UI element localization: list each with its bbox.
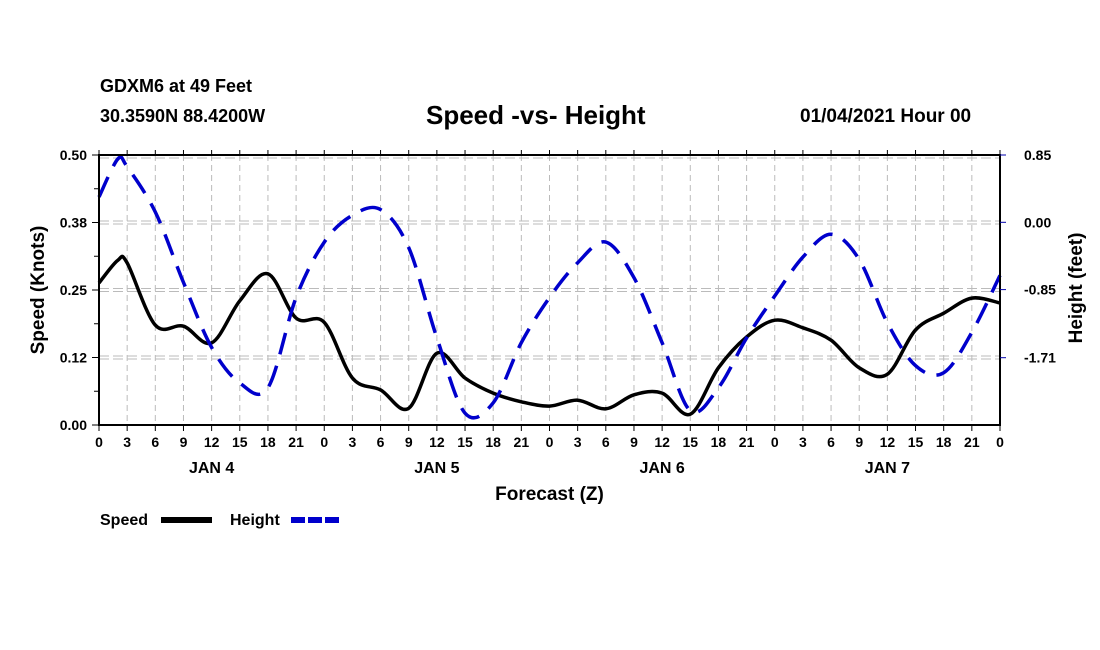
x-tick-label: 0	[546, 434, 554, 450]
x-tick-label: 3	[574, 434, 582, 450]
legend-height-label: Height	[230, 512, 280, 529]
series-line-height	[97, 155, 1002, 420]
y2-tick-label: -0.85	[1024, 282, 1056, 298]
x-tick-label: 3	[349, 434, 357, 450]
x-tick-label: 6	[602, 434, 610, 450]
x-tick-label: 12	[880, 434, 896, 450]
x-tick-label: 9	[855, 434, 863, 450]
y-tick-label: 0.50	[60, 147, 87, 163]
x-tick-label: 15	[232, 434, 248, 450]
x-tick-label: 18	[936, 434, 952, 450]
station-label: GDXM6 at 49 Feet	[100, 76, 253, 96]
x-tick-label: 15	[682, 434, 698, 450]
day-label: JAN 5	[414, 460, 459, 477]
x-tick-label: 18	[485, 434, 501, 450]
day-label: JAN 7	[865, 460, 910, 477]
grid-lines	[99, 155, 1000, 425]
x-tick-label: 6	[151, 434, 159, 450]
legend: Speed Height	[100, 512, 342, 529]
y-tick-label: 0.38	[60, 215, 87, 231]
y-tick-label: 0.12	[60, 350, 87, 366]
x-tick-label: 0	[320, 434, 328, 450]
x-axis-title: Forecast (Z)	[495, 484, 604, 505]
y-axis-right: 0.85 0.00 -0.85 -1.71	[1000, 147, 1056, 366]
forecast-date: 01/04/2021 Hour 00	[800, 106, 972, 127]
x-tick-label: 12	[654, 434, 670, 450]
x-axis: 0 3 6 9 12 15 18 21 0 3 6 9 12 15 18 21 0 3 6 9 12 15 18 21 0 3 6 9…	[95, 150, 1004, 477]
x-tick-label: 15	[457, 434, 473, 450]
y-axis-left: 0.00 0.12 0.25 0.38 0.50	[60, 147, 99, 433]
y-tick-label: 0.00	[60, 417, 87, 433]
series-line-speed	[97, 254, 1001, 417]
y-axis-title: Speed (Knots)	[28, 226, 49, 355]
x-tick-label: 0	[95, 434, 103, 450]
x-tick-label: 3	[799, 434, 807, 450]
x-tick-label: 0	[771, 434, 779, 450]
x-tick-label: 12	[429, 434, 445, 450]
x-tick-label: 21	[288, 434, 304, 450]
x-tick-label: 6	[827, 434, 835, 450]
x-tick-label: 21	[964, 434, 980, 450]
legend-speed-label: Speed	[100, 512, 148, 529]
y2-axis-title: Height (feet)	[1066, 233, 1087, 344]
y2-tick-label: 0.00	[1024, 214, 1051, 230]
chart-title: Speed -vs- Height	[426, 100, 646, 130]
x-tick-label: 21	[739, 434, 755, 450]
day-label: JAN 4	[189, 460, 234, 477]
series-group	[97, 155, 1002, 420]
y-tick-label: 0.25	[60, 282, 87, 298]
x-tick-label: 6	[377, 434, 385, 450]
x-tick-label: 18	[260, 434, 276, 450]
x-tick-label: 21	[514, 434, 530, 450]
x-tick-label: 9	[180, 434, 188, 450]
x-tick-label: 12	[204, 434, 220, 450]
day-label: JAN 6	[639, 460, 684, 477]
x-tick-label: 0	[996, 434, 1004, 450]
x-tick-label: 18	[711, 434, 727, 450]
y2-tick-label: 0.85	[1024, 147, 1051, 163]
y2-tick-label: -1.71	[1024, 350, 1056, 366]
x-tick-label: 9	[405, 434, 413, 450]
coordinates-label: 30.3590N 88.4200W	[100, 106, 266, 126]
x-tick-label: 15	[908, 434, 924, 450]
x-tick-label: 3	[123, 434, 131, 450]
x-tick-label: 9	[630, 434, 638, 450]
